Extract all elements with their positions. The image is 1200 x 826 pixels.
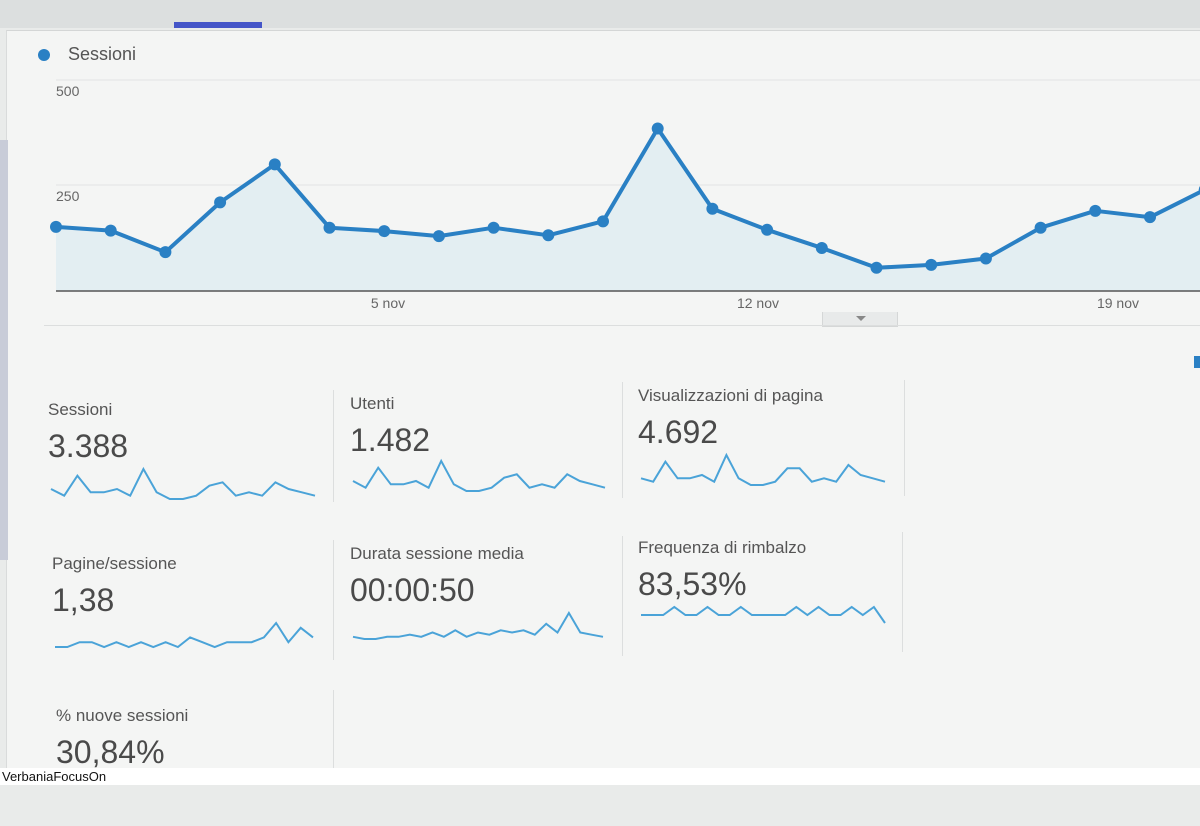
y-tick-label: 500 <box>56 83 80 99</box>
metric-sparkline <box>641 605 886 624</box>
metric-sparkline <box>50 466 316 500</box>
legend-label: Sessioni <box>68 44 137 64</box>
sparkline-path <box>50 466 316 500</box>
metric-label: Durata sessione media <box>350 544 524 563</box>
metric-value: 30,84% <box>56 734 165 770</box>
metric-value: 1,38 <box>52 582 115 618</box>
data-point <box>268 158 281 171</box>
top-tab-bar <box>0 0 1200 28</box>
data-point <box>1089 204 1102 217</box>
section-divider <box>44 325 1200 326</box>
x-tick-label: 12 nov <box>737 295 779 311</box>
metric-durata-sessione[interactable]: Durata sessione media 00:00:50 <box>350 544 620 664</box>
metric-sparkline <box>640 452 886 486</box>
sparkline-path <box>352 458 606 492</box>
metric-label: Pagine/sessione <box>52 554 177 573</box>
metric-sessioni[interactable]: Sessioni 3.388 <box>48 400 318 520</box>
column-separator <box>622 382 623 498</box>
data-point <box>706 202 719 215</box>
column-separator <box>904 380 905 496</box>
column-separator <box>333 690 334 770</box>
metric-utenti[interactable]: Utenti 1.482 <box>350 394 620 514</box>
data-point <box>323 221 336 234</box>
data-point <box>979 252 992 265</box>
data-point <box>487 221 500 234</box>
data-point <box>104 224 117 237</box>
column-separator <box>333 540 334 660</box>
report-panel <box>6 30 1200 771</box>
metric-label: Visualizzazioni di pagina <box>638 386 823 405</box>
metric-value: 00:00:50 <box>350 572 475 608</box>
data-point <box>925 258 938 271</box>
metric-label: Utenti <box>350 394 395 413</box>
metric-value: 4.692 <box>638 414 719 450</box>
data-point <box>761 223 774 236</box>
column-separator <box>333 390 334 502</box>
data-point <box>159 246 172 259</box>
metric-value: 3.388 <box>48 428 129 464</box>
data-point <box>542 229 555 242</box>
column-separator <box>902 532 903 652</box>
left-edge-scrollbar[interactable] <box>0 140 8 560</box>
metric-label: Frequenza di rimbalzo <box>638 538 807 557</box>
metric-nuove-sessioni[interactable]: % nuove sessioni 30,84% <box>56 706 326 826</box>
sparkline-path <box>55 621 314 649</box>
metric-label: % nuove sessioni <box>56 706 189 725</box>
chart-legend[interactable]: Sessioni <box>38 44 136 65</box>
series-area <box>56 128 1200 291</box>
series-dot-icon <box>38 48 50 61</box>
data-point <box>597 215 609 228</box>
data-point <box>815 241 828 254</box>
data-point <box>378 225 391 238</box>
data-point <box>432 230 445 243</box>
caret-down-icon <box>856 316 866 321</box>
data-point <box>870 261 883 274</box>
data-point <box>1144 211 1156 224</box>
metric-value: 83,53% <box>638 566 747 602</box>
metric-visualizzazioni[interactable]: Visualizzazioni di pagina 4.692 <box>638 386 908 506</box>
metric-sparkline <box>352 458 606 492</box>
active-tab-indicator[interactable] <box>174 22 262 28</box>
right-edge-marker <box>1194 356 1200 368</box>
metric-frequenza-rimbalzo[interactable]: Frequenza di rimbalzo 83,53% <box>638 538 908 658</box>
sparkline-path <box>640 452 886 486</box>
data-point <box>651 122 664 135</box>
metric-label: Sessioni <box>48 400 113 419</box>
sparkline-path <box>641 605 886 624</box>
metric-value: 1.482 <box>350 422 431 458</box>
x-tick-label: 5 nov <box>371 295 405 311</box>
metric-sparkline <box>55 621 314 649</box>
sessions-line-chart[interactable]: 500 250 5 nov 12 nov 19 nov <box>0 0 1200 330</box>
metric-sparkline <box>352 611 604 640</box>
sparkline-path <box>352 611 604 640</box>
watermark: VerbaniaFocusOn <box>0 768 1200 785</box>
data-point <box>214 196 227 209</box>
x-tick-label: 19 nov <box>1097 295 1139 311</box>
y-tick-label: 250 <box>56 188 80 204</box>
column-separator <box>622 536 623 656</box>
chart-collapse-handle[interactable] <box>822 312 898 327</box>
data-point <box>50 220 62 233</box>
data-point <box>1034 221 1047 234</box>
metric-pagine-sessione[interactable]: Pagine/sessione 1,38 <box>52 554 322 674</box>
